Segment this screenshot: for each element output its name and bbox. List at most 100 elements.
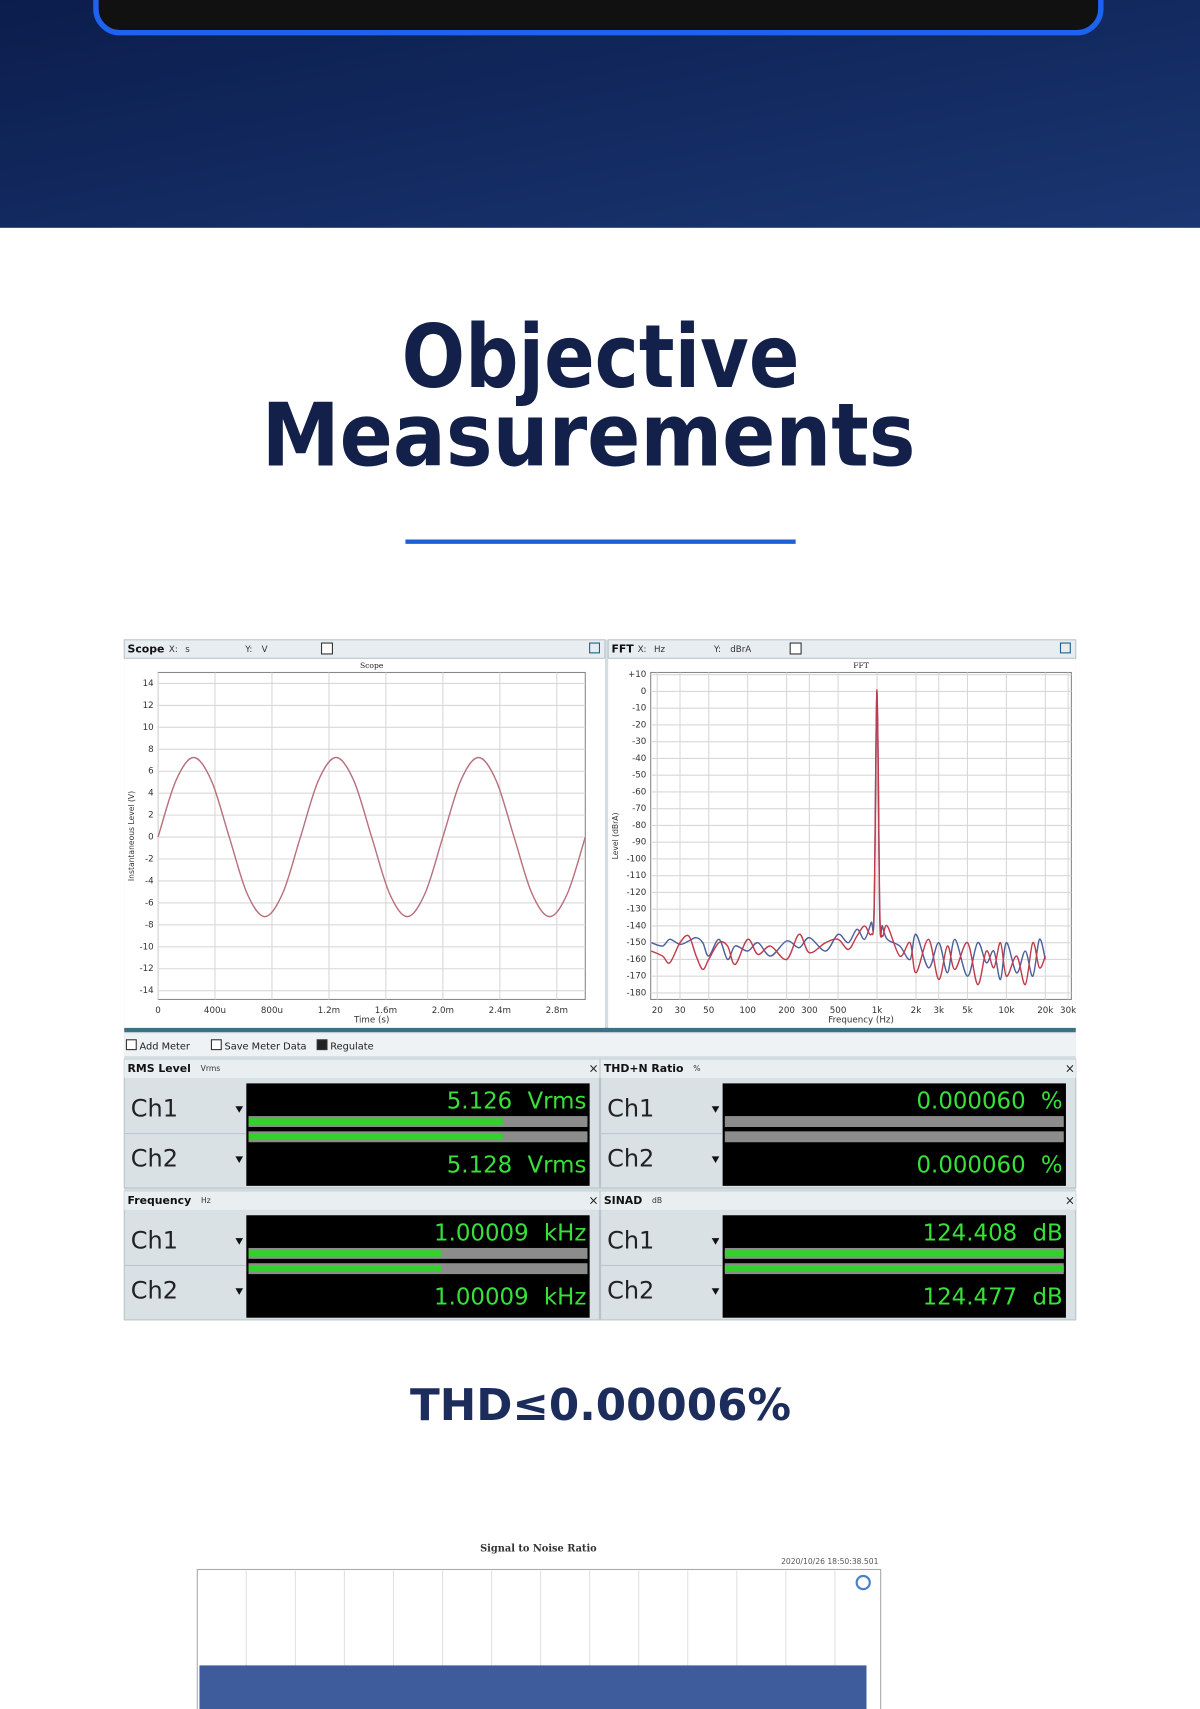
y-tick-label: 14 [143, 679, 155, 689]
snr-bar [199, 1665, 867, 1709]
channel-label: Ch1 [131, 1095, 178, 1123]
title-line: Objective [402, 306, 800, 408]
y-tick-label: -10 [139, 942, 153, 952]
y-unit: V [262, 645, 268, 655]
y-tick-label: 12 [143, 701, 154, 711]
meter-header [124, 1191, 600, 1210]
channel-dropdown[interactable] [711, 1288, 720, 1295]
channel-dropdown[interactable] [235, 1106, 244, 1113]
level-track [724, 1116, 1064, 1127]
y-tick-label: -100 [627, 854, 647, 864]
popout-button[interactable] [589, 642, 601, 654]
toolbar-icon [316, 1039, 328, 1051]
y-tick-label: 10 [143, 723, 154, 733]
x-tick-label: 10k [998, 1006, 1015, 1016]
toolbar-icon [210, 1039, 222, 1051]
close-button[interactable]: × [1065, 1062, 1075, 1076]
close-button[interactable]: × [1065, 1194, 1075, 1208]
x-tick-label: 1k [872, 1006, 884, 1016]
channel-label: Ch1 [607, 1226, 654, 1254]
x-tick-label: 2k [911, 1006, 923, 1016]
x-tick-label: 3k [933, 1006, 945, 1016]
channel-label: Ch1 [607, 1095, 654, 1123]
x-tick-label: 2.4m [489, 1006, 511, 1016]
y-tick-label: -160 [627, 955, 647, 965]
y-tick-label: -12 [139, 964, 153, 974]
toolbar-button[interactable]: Save Meter Data [225, 1041, 307, 1052]
reading-unit: % [1041, 1088, 1063, 1114]
series-line [651, 689, 1046, 986]
meter-title: Frequency [128, 1194, 192, 1207]
reading-unit: dB [1032, 1285, 1062, 1311]
y-tick-label: -70 [632, 804, 646, 814]
x-axis-label: Time (s) [353, 1016, 389, 1026]
banner [0, 0, 1200, 228]
series-line [157, 756, 586, 918]
meter-title: SINAD [604, 1194, 642, 1207]
reading-value: 0.000060 [917, 1088, 1026, 1114]
logo [855, 1574, 871, 1591]
level-bar [248, 1133, 503, 1141]
reading-value: 124.477 [923, 1285, 1018, 1311]
splitter [124, 1027, 1076, 1033]
plot-title: FFT [853, 661, 869, 670]
x-unit-prefix: X: [169, 645, 178, 655]
chart-header [123, 639, 606, 659]
reading-value: 1.00009 [434, 1220, 529, 1246]
reading-unit: kHz [544, 1285, 586, 1311]
y-tick-label: 0 [148, 833, 154, 843]
settings-button[interactable] [320, 642, 333, 655]
x-tick-label: 20 [652, 1006, 663, 1016]
level-bar [248, 1118, 503, 1125]
toolbar-button[interactable]: Add Meter [140, 1041, 191, 1052]
y-tick-label: 8 [148, 745, 154, 755]
x-tick-label: 30 [674, 1006, 685, 1016]
reading-value: 124.408 [923, 1220, 1018, 1246]
channel-label: Ch1 [131, 1226, 178, 1254]
thd-headline: THD≤0.00006% [410, 1381, 791, 1431]
reading-unit: kHz [544, 1220, 586, 1246]
channel-label: Ch2 [607, 1277, 654, 1305]
meter-title: THD+N Ratio [604, 1062, 684, 1075]
close-button[interactable]: × [589, 1194, 599, 1208]
y-tick-label: -20 [632, 720, 646, 730]
close-button[interactable]: × [589, 1062, 599, 1076]
meter-unit: % [693, 1064, 700, 1073]
y-tick-label: -50 [632, 771, 646, 781]
x-tick-label: 2.8m [546, 1006, 568, 1016]
meter-header [600, 1191, 1076, 1210]
channel-dropdown[interactable] [235, 1238, 244, 1245]
meter-header [124, 1059, 600, 1078]
y-tick-label: -4 [145, 876, 154, 886]
chart-name: FFT [611, 643, 634, 656]
y-tick-label: 2 [148, 811, 154, 821]
channel-dropdown[interactable] [711, 1238, 720, 1245]
channel-dropdown[interactable] [235, 1156, 244, 1163]
y-tick-label: -140 [627, 921, 647, 931]
toolbar [124, 1033, 1076, 1057]
popout-button[interactable] [1059, 642, 1071, 654]
settings-button[interactable] [789, 642, 802, 655]
reading-value: 5.126 [447, 1088, 513, 1114]
toolbar-button[interactable]: Regulate [330, 1041, 373, 1052]
level-bar [724, 1265, 1064, 1272]
snr-title: Signal to Noise Ratio [480, 1543, 597, 1554]
level-bar [248, 1265, 442, 1272]
x-unit: s [185, 645, 190, 655]
y-tick-label: -6 [145, 898, 154, 908]
reading-value: 0.000060 [917, 1153, 1026, 1179]
plot-title: Scope [360, 661, 384, 670]
channel-dropdown[interactable] [711, 1156, 720, 1163]
x-tick-label: 1.6m [375, 1006, 397, 1016]
y-tick-label: -2 [145, 855, 154, 865]
meter-title: RMS Level [128, 1062, 191, 1075]
y-tick-label: 6 [148, 767, 154, 777]
x-tick-label: 300 [801, 1006, 818, 1016]
reading-unit: Vrms [528, 1088, 587, 1114]
x-tick-label: 1.2m [318, 1006, 340, 1016]
channel-dropdown[interactable] [235, 1288, 244, 1295]
channel-dropdown[interactable] [711, 1106, 720, 1113]
y-tick-label: -180 [627, 988, 647, 998]
x-tick-label: 400u [204, 1006, 226, 1016]
